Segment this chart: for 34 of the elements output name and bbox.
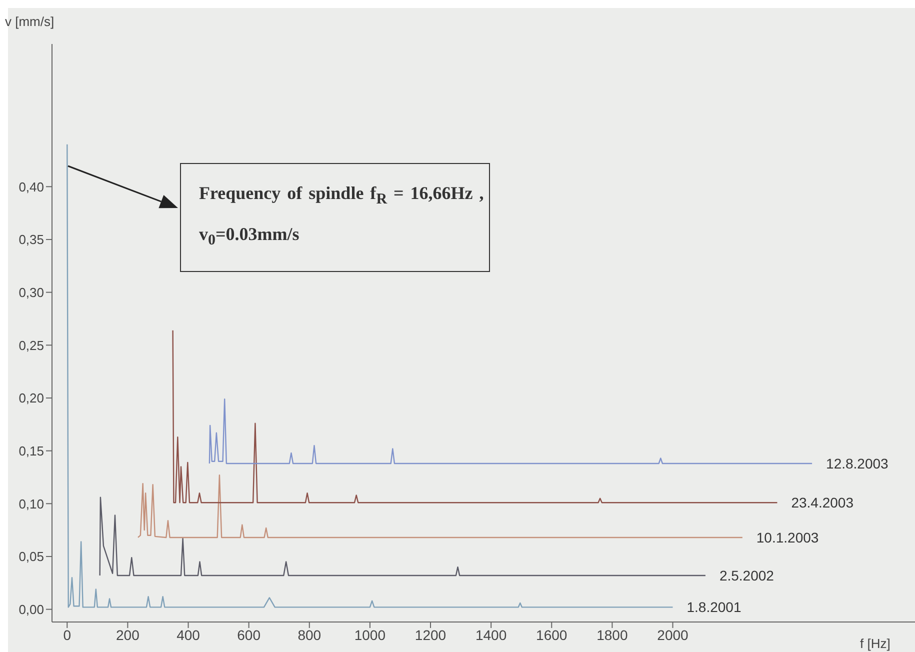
line-series (208, 398, 813, 464)
annotation: Frequency of spindle f$_{R}$ = 16,66Hz , (199, 182, 485, 210)
x-tick-label: 0 (63, 626, 72, 643)
series-label: 23.4.2003 (791, 494, 854, 511)
annotation: v$_{0}$=0.03mm/s (199, 222, 300, 250)
y-tick-label: 0,10 (18, 496, 44, 512)
x-tick-label: 2000 (657, 626, 689, 643)
x-tick-label: 600 (237, 626, 261, 643)
line-series (172, 330, 778, 504)
x-tick-label: 1400 (475, 626, 507, 643)
line-series (137, 474, 743, 538)
series-label: 1.8.2001 (686, 599, 742, 616)
y-tick-label: 0,00 (18, 602, 44, 617)
y-axis-title: v [mm/s] (5, 14, 54, 29)
series-label: 12.8.2003 (826, 456, 889, 472)
line-series (99, 496, 706, 576)
line-series (66, 144, 674, 608)
x-tick-label: 400 (176, 626, 200, 643)
y-tick-label: 0,35 (18, 232, 44, 248)
x-tick-label: 800 (298, 626, 322, 643)
x-tick-label: 200 (116, 626, 140, 643)
y-tick-label: 0,25 (18, 338, 44, 353)
y-tick-label: 0,20 (18, 390, 44, 406)
x-tick-label: 1000 (354, 626, 386, 643)
y-tick-label: 0,40 (18, 179, 44, 194)
x-tick-label: 1800 (596, 626, 628, 643)
x-tick-label: 1600 (536, 626, 568, 643)
series-label: 10.1.2003 (756, 529, 819, 546)
x-tick-label: 1200 (414, 626, 446, 643)
x-axis-title: f [Hz] (860, 636, 890, 651)
y-tick-label: 0,15 (18, 443, 44, 458)
y-tick-label: 0,05 (18, 549, 44, 564)
y-tick-label: 0,30 (18, 284, 44, 300)
series-label: 2.5.2002 (719, 568, 774, 584)
